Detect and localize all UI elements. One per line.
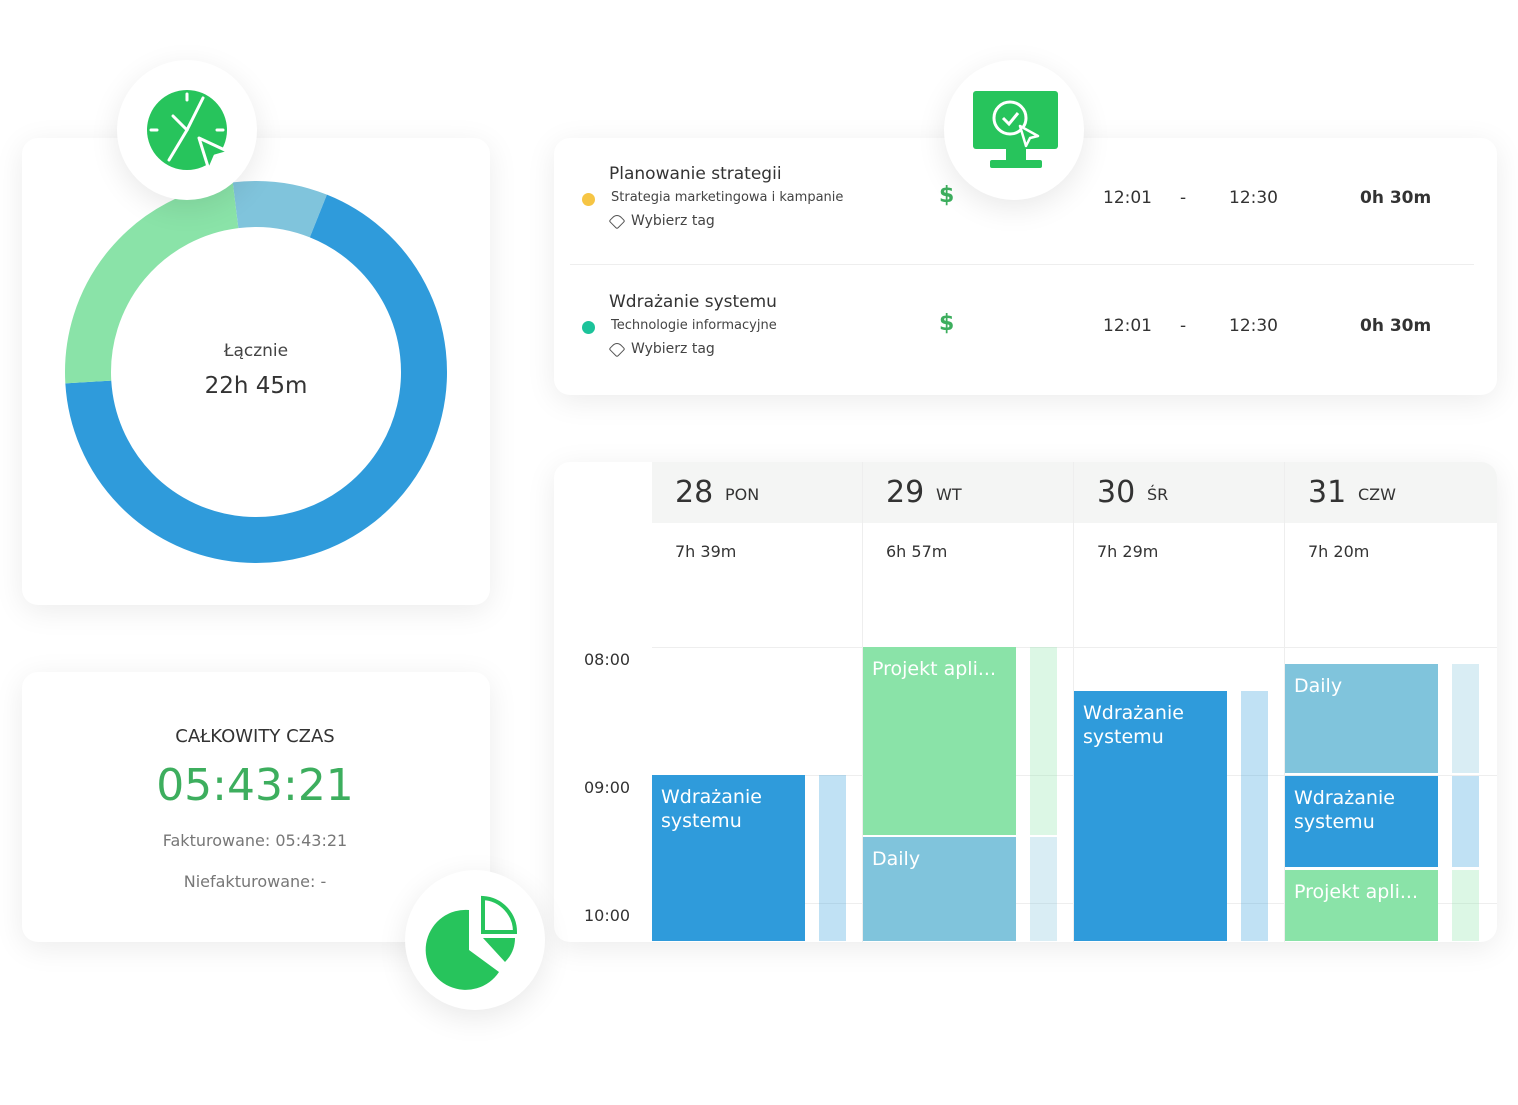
- day-divider: [1073, 462, 1074, 942]
- day-date: 29: [886, 475, 925, 510]
- day-total: 6h 57m: [886, 542, 948, 561]
- block-side-bar: [1030, 837, 1057, 941]
- billable-icon: $: [939, 311, 955, 336]
- donut-segment: [65, 182, 239, 384]
- day-total: 7h 39m: [675, 542, 737, 561]
- day-weekday: WT: [936, 485, 962, 504]
- time-block: Wdrażanie systemu: [652, 775, 805, 941]
- tag-icon: [608, 212, 626, 230]
- day-total: 7h 29m: [1097, 542, 1159, 561]
- start-time: 12:01: [1103, 316, 1152, 336]
- pie-glyph: [425, 895, 518, 990]
- block-side-bar: [819, 775, 846, 941]
- billed: Fakturowane: 05:43:21: [162, 831, 348, 850]
- time-block: Daily: [1285, 664, 1438, 773]
- entry-title: Planowanie strategii: [609, 164, 782, 184]
- day-date: 31: [1308, 475, 1347, 510]
- summary-title: CAŁKOWITY CZAS: [175, 726, 335, 747]
- donut-segment: [65, 194, 447, 563]
- status-dot: [582, 193, 595, 206]
- summary-card: CAŁKOWITY CZAS 05:43:21 Fakturowane: 05:…: [22, 672, 490, 942]
- hour-label: 10:00: [584, 906, 631, 925]
- donut-chart: [65, 181, 447, 563]
- tag-icon: [608, 340, 626, 358]
- monitor-icon: [944, 60, 1084, 200]
- monitor-glyph: [973, 91, 1058, 168]
- day-total: 7h 20m: [1308, 542, 1370, 561]
- clock-glyph: [147, 90, 231, 172]
- summary-time: 05:43:21: [156, 760, 354, 811]
- time-block: Wdrażanie systemu: [1074, 691, 1227, 941]
- status-dot: [582, 321, 595, 334]
- divider: [570, 264, 1474, 265]
- block-side-bar: [1030, 647, 1057, 835]
- day-date: 30: [1097, 475, 1136, 510]
- day-weekday: CZW: [1358, 485, 1396, 504]
- block-side-bar: [1452, 776, 1479, 867]
- entry-project: Technologie informacyjne: [611, 318, 777, 333]
- day-divider: [862, 462, 863, 942]
- entry-title: Wdrażanie systemu: [609, 292, 777, 312]
- day-date: 28: [675, 475, 714, 510]
- pie-icon: [405, 870, 545, 1010]
- donut-segment: [232, 181, 327, 238]
- clock-icon: [117, 60, 257, 200]
- unbilled: Niefakturowane: -: [183, 872, 327, 891]
- start-time: 12:01: [1103, 188, 1152, 208]
- donut-card: Łącznie 22h 45m: [22, 138, 490, 605]
- block-side-bar: [1452, 870, 1479, 941]
- time-block: Daily: [863, 837, 1016, 941]
- day-weekday: ŚR: [1147, 485, 1169, 504]
- tag-button[interactable]: Wybierz tag: [631, 341, 715, 357]
- calendar-card: 08:00 09:00 10:00 28 PON 7h 39m Wdrażanie syst…: [554, 462, 1497, 942]
- hour-label: 09:00: [584, 778, 631, 797]
- hour-line: [652, 647, 1497, 648]
- entries-card: Planowanie strategii Strategia marketingo…: [554, 138, 1497, 395]
- separator: -: [1180, 188, 1187, 208]
- duration: 0h 30m: [1360, 316, 1432, 336]
- time-block: Projekt apli...: [1285, 870, 1438, 941]
- day-divider: [1284, 462, 1285, 942]
- hour-label: 08:00: [584, 650, 631, 669]
- end-time: 12:30: [1229, 316, 1278, 336]
- block-side-bar: [1452, 664, 1479, 773]
- time-block: Projekt apli...: [863, 647, 1016, 835]
- duration: 0h 30m: [1360, 188, 1432, 208]
- donut-label: Łącznie: [223, 341, 289, 361]
- separator: -: [1180, 316, 1187, 336]
- end-time: 12:30: [1229, 188, 1278, 208]
- tag-button[interactable]: Wybierz tag: [631, 213, 715, 229]
- day-weekday: PON: [725, 485, 760, 504]
- time-block: Wdrażanie systemu: [1285, 776, 1438, 867]
- entry-project: Strategia marketingowa i kampanie: [611, 190, 844, 205]
- header-band: [652, 462, 1497, 523]
- block-side-bar: [1241, 691, 1268, 941]
- donut-total: 22h 45m: [204, 373, 308, 399]
- billable-icon: $: [939, 183, 955, 208]
